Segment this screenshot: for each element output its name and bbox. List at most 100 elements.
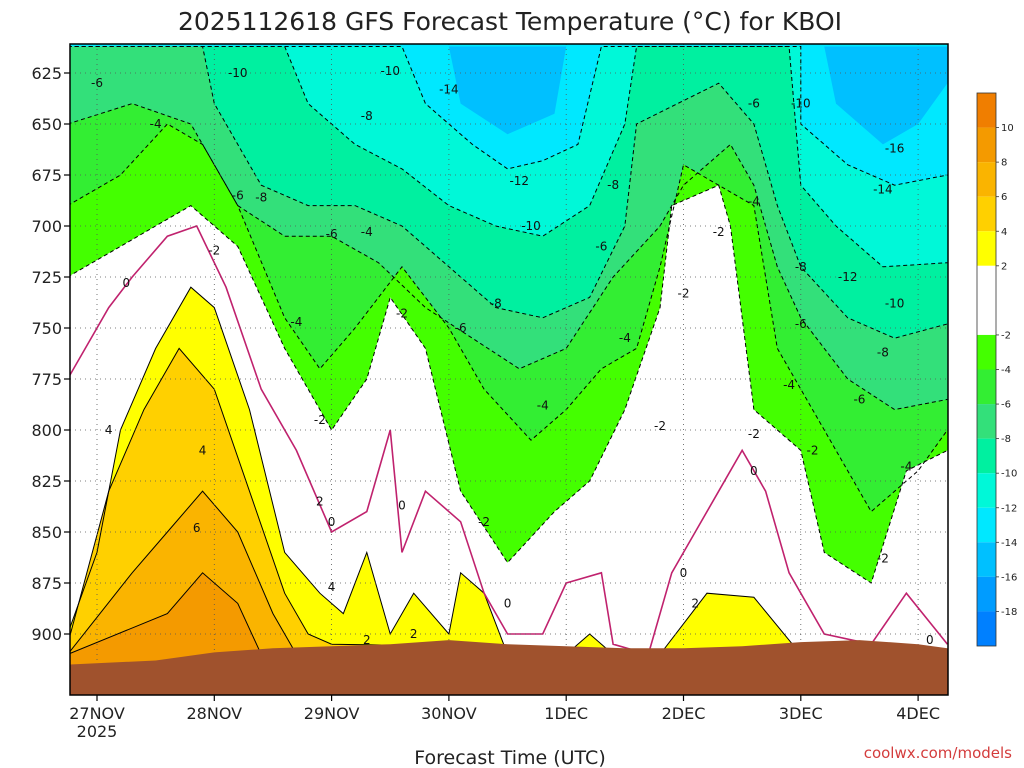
colorbar-bin: [977, 265, 996, 335]
colorbar-tick-label: -6: [1001, 400, 1011, 411]
contour-label: -2: [877, 552, 889, 566]
contour-label: 0: [504, 596, 512, 610]
contour-label: 0: [926, 633, 934, 647]
colorbar-tick-label: 2: [1001, 261, 1007, 272]
contour-label: -6: [232, 188, 244, 202]
colorbar-tick-label: 6: [1001, 192, 1007, 203]
contour-label: -4: [783, 378, 795, 392]
credit-text: coolwx.com/models: [864, 744, 1012, 762]
contour-label: -2: [478, 515, 490, 529]
colorbar-tick-label: -2: [1001, 330, 1011, 341]
contour-label: -4: [290, 315, 302, 329]
contour-6: [70, 490, 948, 655]
colorbar-bin: [977, 127, 996, 163]
band-cold-pocket: [448, 46, 567, 135]
contour-label: -6: [455, 321, 467, 335]
y-tick-label: 675: [31, 166, 62, 185]
colorbar-tick-label: -14: [1001, 538, 1017, 549]
x-tick-label: 3DEC: [779, 704, 823, 723]
contour-lines: [70, 45, 948, 656]
contour-label: -2: [208, 243, 220, 257]
contour-label: -12: [509, 174, 529, 188]
colorbar-bin: [977, 507, 996, 543]
x-year-label: 2025: [77, 722, 118, 741]
plot-frame: [69, 43, 949, 696]
contour-label: 4: [328, 580, 336, 594]
colorbar-bin: [977, 231, 996, 266]
colorbar-tick-label: -4: [1001, 365, 1011, 376]
y-tick-label: 800: [31, 421, 62, 440]
x-tick-label: 1DEC: [544, 704, 588, 723]
contour-label: -8: [607, 178, 619, 192]
contour-label: -4: [150, 117, 162, 131]
contour-label: -14: [873, 182, 893, 196]
contour-label: -10: [380, 64, 400, 78]
x-axis-title: Forecast Time (UTC): [414, 747, 605, 768]
contour-label: -6: [853, 392, 865, 406]
contour-label: 2: [691, 596, 699, 610]
contour-label: 6: [193, 521, 201, 535]
contour-label: 0: [328, 515, 336, 529]
y-tick-label: 750: [31, 319, 62, 338]
contour-label: -10: [885, 297, 905, 311]
contour-label: 2: [363, 633, 371, 647]
contour-label: -2: [748, 427, 760, 441]
contour--8: [70, 45, 948, 339]
colorbar-bin: [977, 404, 996, 439]
colorbar-tick-label: -16: [1001, 572, 1017, 583]
contour-label: -8: [255, 190, 267, 204]
colorbar-bin: [977, 369, 996, 405]
contour-label: 0: [123, 276, 131, 290]
y-tick-label: 700: [31, 217, 62, 236]
contour-4: [70, 347, 948, 655]
x-tick-label: 4DEC: [896, 704, 940, 723]
contour-label: 4: [199, 443, 207, 457]
colorbar-bin: [977, 334, 996, 370]
y-tick-label: 900: [31, 625, 62, 644]
contour-label: -4: [748, 195, 760, 209]
y-tick-label: 625: [31, 64, 62, 83]
contour-labels: -6 -10 -10 -14 -8 -4 -6 -8 -12 -8 -10 -2 -6 -4 -6 0 -8 -2…: [91, 64, 934, 647]
colorbar-bin: [977, 162, 996, 197]
contour-label: 4: [105, 423, 113, 437]
contour--2: [70, 184, 948, 584]
x-tick-label: 27NOV: [69, 704, 125, 723]
colorbar-tick-label: -8: [1001, 434, 1011, 445]
contour-zero: [70, 225, 948, 656]
x-tick-label: 2DEC: [662, 704, 706, 723]
colorbar-bin: [977, 93, 996, 128]
colorbar-tick-label: -12: [1001, 503, 1017, 514]
contour-label: -6: [91, 76, 103, 90]
band-4: [70, 348, 948, 695]
colorbar-tick-label: 10: [1001, 123, 1014, 134]
temperature-fill-bands: [70, 44, 948, 695]
colorbar-bin: [977, 576, 996, 612]
colorbar-tick-label: 8: [1001, 158, 1007, 169]
x-tick-label: 30NOV: [421, 704, 477, 723]
contour-label: 0: [398, 498, 406, 512]
contour-label: -10: [521, 219, 541, 233]
x-axis: 27NOV 28NOV 29NOV 30NOV 1DEC 2DEC 3DEC 4DEC: [69, 695, 940, 723]
contour-label: -2: [396, 307, 408, 321]
band-2: [70, 287, 948, 695]
contour-label: -16: [885, 141, 905, 155]
contour--12: [70, 45, 948, 186]
x-tick-label: 28NOV: [187, 704, 243, 723]
contour-label: 0: [680, 566, 688, 580]
contour-label: -2: [678, 286, 690, 300]
terrain-ground: [70, 640, 948, 695]
contour-label: -4: [619, 331, 631, 345]
contour-label: -8: [490, 297, 502, 311]
y-tick-label: 775: [31, 370, 62, 389]
y-tick-label: 650: [31, 115, 62, 134]
colorbar-tick-label: -18: [1001, 607, 1017, 618]
contour-label: -4: [900, 460, 912, 474]
colorbar-bin: [977, 611, 996, 646]
contour-label: -2: [654, 419, 666, 433]
contour--4: [70, 123, 948, 513]
contour-label: -2: [713, 225, 725, 239]
contour-label: -4: [361, 225, 373, 239]
contour-label: 2: [316, 494, 324, 508]
contour-label: -12: [838, 270, 858, 284]
